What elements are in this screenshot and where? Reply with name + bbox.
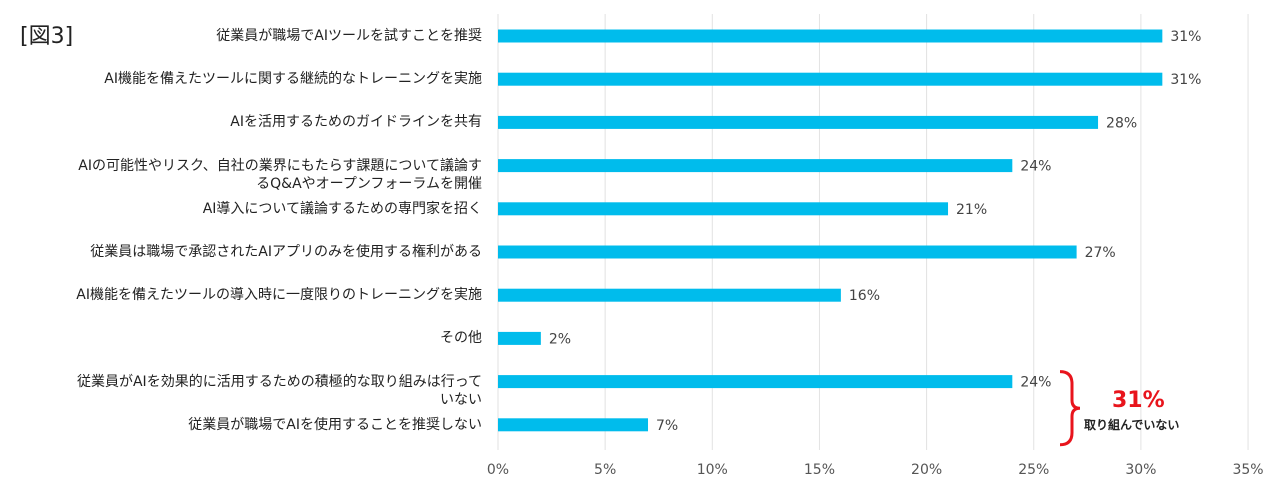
value-label: 27% xyxy=(1085,245,1116,261)
value-label: 21% xyxy=(956,202,987,218)
value-label: 28% xyxy=(1106,115,1137,131)
x-tick-label: 10% xyxy=(697,462,728,478)
category-label: AIの可能性やリスク、自社の業界にもたらす課題について議論す るQ&Aやオープンフ… xyxy=(78,157,482,192)
x-tick-label: 15% xyxy=(804,462,835,478)
value-label: 2% xyxy=(549,331,571,347)
x-tick-label: 25% xyxy=(1018,462,1049,478)
x-tick-label: 20% xyxy=(911,462,942,478)
category-label: AI機能を備えたツールの導入時に一度限りのトレーニングを実施 xyxy=(76,287,482,304)
bar xyxy=(498,375,1013,389)
x-tick-label: 0% xyxy=(487,462,509,478)
figure-label: [図3] xyxy=(20,24,74,49)
value-label: 7% xyxy=(656,418,678,434)
category-label: AI導入について議論するための専門家を招く xyxy=(202,200,482,217)
annotation-caption: 取り組んでいない xyxy=(1084,418,1180,432)
bar xyxy=(498,418,649,432)
value-label: 24% xyxy=(1020,159,1051,175)
x-tick-label: 35% xyxy=(1232,462,1263,478)
category-label: 従業員が職場でAIツールを試すことを推奨 xyxy=(216,28,482,44)
annotation-bracket xyxy=(1059,370,1081,447)
x-tick-label: 5% xyxy=(594,462,616,478)
category-label: AIを活用するためのガイドラインを共有 xyxy=(230,114,482,131)
category-label: AI機能を備えたツールに関する継続的なトレーニングを実施 xyxy=(104,71,482,88)
value-label: 31% xyxy=(1170,29,1201,45)
value-label: 31% xyxy=(1170,72,1201,88)
category-label: 従業員が職場でAIを使用することを推奨しない xyxy=(188,416,482,433)
x-tick-label: 30% xyxy=(1125,462,1156,478)
bar xyxy=(498,29,1163,43)
bar xyxy=(498,115,1099,129)
bar xyxy=(498,288,841,302)
annotation-value: 31% xyxy=(1112,388,1165,413)
category-label: 従業員がAIを効果的に活用するための積極的な取り組みは行って いない xyxy=(76,373,482,408)
bar xyxy=(498,72,1163,86)
bar xyxy=(498,202,949,216)
value-label: 16% xyxy=(849,288,880,304)
category-label: 従業員は職場で承認されたAIアプリのみを使用する権利がある xyxy=(90,244,482,260)
bar xyxy=(498,331,541,345)
category-label: その他 xyxy=(440,330,482,347)
value-label: 24% xyxy=(1020,375,1051,391)
bar xyxy=(498,245,1077,259)
bar xyxy=(498,159,1013,173)
